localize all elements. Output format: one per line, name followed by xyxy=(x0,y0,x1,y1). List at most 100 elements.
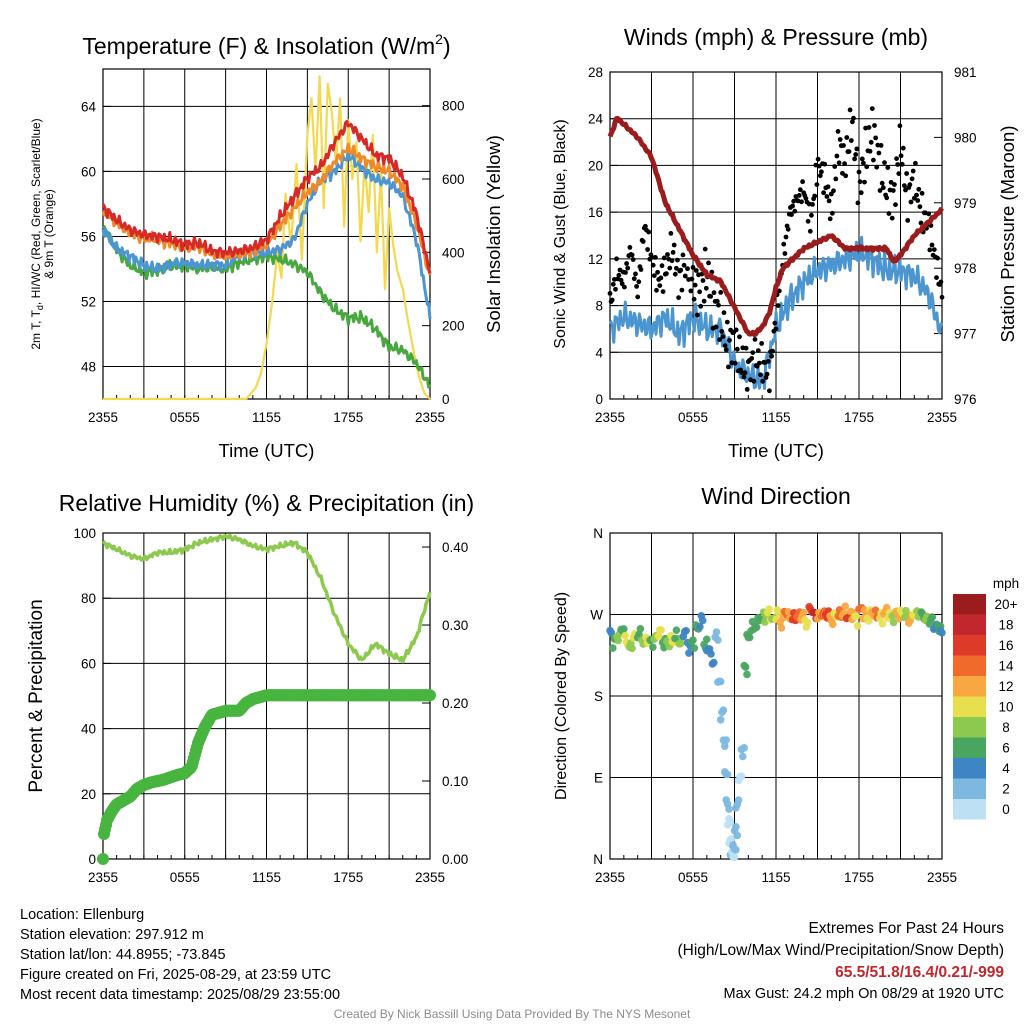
wind-gust-point xyxy=(727,337,732,343)
wind-gust-point xyxy=(821,190,826,196)
dir-point xyxy=(725,805,733,813)
wind-y-tick-label: 28 xyxy=(588,65,603,80)
wind-gust-point xyxy=(873,135,878,141)
dir-point xyxy=(889,618,898,627)
wind-gust-point xyxy=(824,194,830,199)
extremes-subtitle: (High/Low/Max Wind/Precipitation/Snow De… xyxy=(677,942,1005,959)
wind-gust-point xyxy=(797,187,803,193)
wind-gust-point xyxy=(830,210,835,216)
wind-x-tick-label: 0555 xyxy=(678,410,708,425)
wind-gust-point xyxy=(842,161,847,167)
dir-legend-swatch xyxy=(953,696,986,717)
wind-gust-point xyxy=(846,149,852,155)
wind-gust-point xyxy=(661,255,667,261)
dir-legend-swatch xyxy=(953,655,986,676)
wind-gust-point xyxy=(915,198,921,203)
rh-y2-tick-label: 0.20 xyxy=(442,696,468,711)
wind-gust-point xyxy=(851,115,856,121)
precip-point xyxy=(424,689,436,702)
wind-gust-point xyxy=(609,297,615,303)
wind-gust-point xyxy=(667,265,673,271)
temp-y2-tick-label: 800 xyxy=(442,99,465,114)
wind-gust-point xyxy=(898,153,904,159)
dir-point xyxy=(649,643,657,651)
temp-title-close: ) xyxy=(443,33,451,59)
wind-gust-point xyxy=(674,265,679,271)
wind-y-tick-label: 16 xyxy=(588,205,603,220)
wind-gust-point xyxy=(900,145,906,151)
wind-gust-point xyxy=(618,277,624,283)
wind-y2-tick-label: 980 xyxy=(954,130,977,145)
wind-gust-point xyxy=(819,169,824,175)
temp-y2-tick-label: 0 xyxy=(442,392,450,407)
wind-gust-point xyxy=(935,255,940,261)
wind-gust-point xyxy=(827,216,833,222)
dir-point xyxy=(716,716,725,724)
wind-gust-point xyxy=(850,119,855,125)
dir-legend-label: 12 xyxy=(998,679,1013,694)
dir-plot-frame xyxy=(609,532,943,860)
credit-line: Created By Nick Bassill Using Data Provi… xyxy=(333,1007,691,1021)
rh-y2-tick-label: 0.40 xyxy=(442,540,468,555)
wind-gust-point xyxy=(742,370,748,376)
wind-gust-point xyxy=(781,241,787,247)
wind-gust-point xyxy=(716,302,721,308)
wind-gust-point xyxy=(664,271,669,276)
wind-gust-point xyxy=(676,295,681,300)
temp-title-sup: 2 xyxy=(435,31,443,47)
wind-gust-point xyxy=(817,173,823,179)
wind-gust-point xyxy=(613,286,618,292)
wind-gust-point xyxy=(803,196,809,201)
wind-gust-point xyxy=(752,337,758,342)
dir-point xyxy=(804,618,812,627)
dir-legend-title: mph xyxy=(993,576,1019,591)
temp-y2-tick-label: 200 xyxy=(442,319,465,334)
dir-x-tick-label: 0555 xyxy=(678,870,708,885)
figure-created: Figure created on Fri, 2025-08-29, at 23… xyxy=(20,967,332,983)
wind-gust-point xyxy=(776,288,782,294)
wind-gust-point xyxy=(796,193,802,198)
wind-gust-point xyxy=(668,231,674,236)
temp-y2-axis-label: Solar Insolation (Yellow) xyxy=(483,135,504,333)
station-info: Location: Ellenburg Station elevation: 2… xyxy=(20,905,340,1005)
wind-y2-tick-label: 977 xyxy=(954,327,977,342)
wind-gust-point xyxy=(703,285,709,291)
wind-gust-point xyxy=(866,125,872,130)
wind-x-tick-label: 2355 xyxy=(927,410,957,425)
wind-gust-point xyxy=(889,215,895,221)
wind-gust-point xyxy=(691,296,697,302)
wind-gust-point xyxy=(899,161,905,167)
data-timestamp: Most recent data timestamp: 2025/08/29 2… xyxy=(20,987,341,1003)
wind-y2-tick-label: 979 xyxy=(954,196,977,211)
wind-gust-point xyxy=(624,261,629,266)
dir-legend-label: 6 xyxy=(1002,741,1010,756)
wind-gust-point xyxy=(722,343,728,349)
wind-gust-point xyxy=(885,165,891,171)
wind-gust-point xyxy=(934,275,939,280)
wind-y-tick-label: 20 xyxy=(588,158,603,173)
wind-gust-point xyxy=(651,273,657,278)
rh-y-axis-label: Percent & Precipitation xyxy=(26,599,47,792)
wind-gust-point xyxy=(929,242,935,248)
wind-gust-point xyxy=(759,341,764,346)
wind-gust-point xyxy=(854,146,860,152)
dir-point xyxy=(938,629,946,637)
wind-plot-frame xyxy=(609,71,943,400)
wind-gust-point xyxy=(751,378,757,384)
wind-gust-point xyxy=(910,168,916,174)
dir-point xyxy=(722,736,730,744)
wind-gust-point xyxy=(658,275,664,281)
temp-ylabel-sub: d xyxy=(35,305,45,310)
wind-gust-point xyxy=(645,247,650,252)
wind-gust-point xyxy=(671,242,677,248)
wind-gust-point xyxy=(807,228,813,234)
wind-gust-point xyxy=(627,245,633,250)
dir-legend-label: 18 xyxy=(998,618,1013,633)
dir-point xyxy=(732,823,740,831)
dir-point xyxy=(614,636,623,645)
wind-gust-point xyxy=(643,223,648,229)
wind-gust-point xyxy=(831,188,836,194)
wind-gust-point xyxy=(623,270,628,275)
dir-point xyxy=(828,620,837,629)
wind-gust-point xyxy=(812,193,818,199)
